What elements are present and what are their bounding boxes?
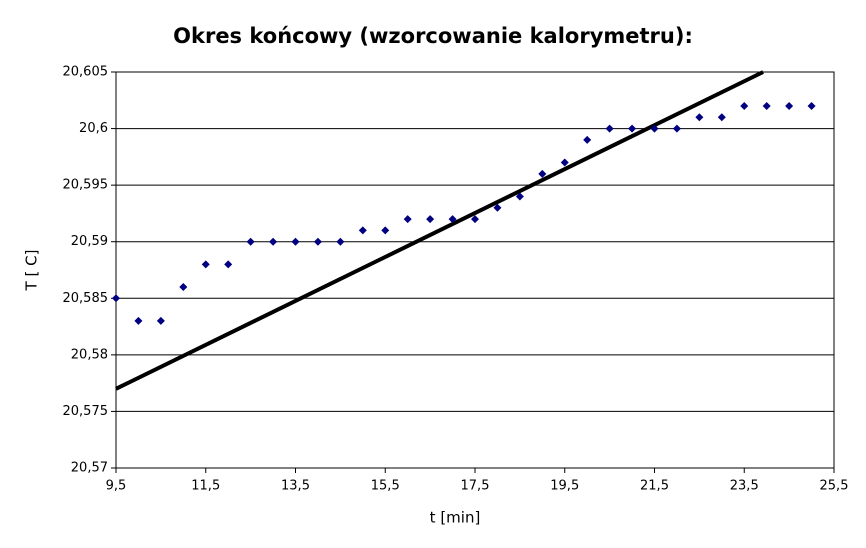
- x-tick-label: 11,5: [191, 479, 220, 494]
- x-tick-label: 9,5: [106, 479, 127, 494]
- x-tick-label: 15,5: [371, 479, 400, 494]
- y-tick-label: 20,605: [63, 65, 109, 80]
- data-point: [112, 294, 120, 303]
- data-point: [426, 215, 435, 224]
- data-point: [313, 237, 322, 246]
- x-tick-label: 25,5: [820, 479, 849, 494]
- y-tick-label: 20,58: [71, 347, 108, 362]
- data-point: [448, 215, 457, 224]
- y-tick-label: 20,6: [79, 121, 108, 136]
- data-point: [224, 260, 233, 269]
- data-point: [695, 113, 704, 122]
- x-tick-label: 23,5: [730, 479, 759, 494]
- data-point: [179, 282, 188, 291]
- y-tick-label: 20,57: [71, 461, 108, 476]
- y-tick-label: 20,575: [63, 404, 109, 419]
- data-point: [740, 101, 749, 110]
- data-point: [269, 237, 278, 246]
- x-axis-label: t [min]: [430, 509, 481, 527]
- data-point: [762, 101, 771, 110]
- data-point: [358, 226, 367, 235]
- data-point: [515, 192, 524, 201]
- x-tick-label: 13,5: [281, 479, 310, 494]
- data-point: [246, 237, 255, 246]
- data-point: [628, 124, 637, 133]
- chart-title: Okres końcowy (wzorcowanie kalorymetru):: [173, 24, 693, 48]
- data-point: [785, 101, 794, 110]
- y-axis-label: T [ C]: [23, 250, 41, 292]
- data-point: [493, 203, 502, 212]
- plot-frame: [115, 71, 835, 469]
- data-point: [672, 124, 681, 133]
- x-tick-label: 21,5: [640, 479, 669, 494]
- data-point: [605, 124, 614, 133]
- data-point: [201, 260, 210, 269]
- data-point: [717, 113, 726, 122]
- trend-line: [115, 70, 764, 391]
- data-point: [560, 158, 569, 167]
- x-tick-label: 17,5: [461, 479, 490, 494]
- data-point: [381, 226, 390, 235]
- data-point: [583, 135, 592, 144]
- y-tick-label: 20,595: [63, 178, 109, 193]
- data-point: [538, 169, 547, 178]
- y-tick-label: 20,59: [71, 234, 108, 249]
- data-point: [156, 316, 165, 325]
- data-point: [403, 215, 412, 224]
- data-point: [291, 237, 300, 246]
- data-point: [134, 316, 143, 325]
- y-tick-label: 20,585: [63, 291, 109, 306]
- data-point: [807, 101, 816, 110]
- data-point: [471, 215, 479, 224]
- data-point: [336, 237, 345, 246]
- data-point: [650, 124, 659, 133]
- x-tick-label: 19,5: [550, 479, 579, 494]
